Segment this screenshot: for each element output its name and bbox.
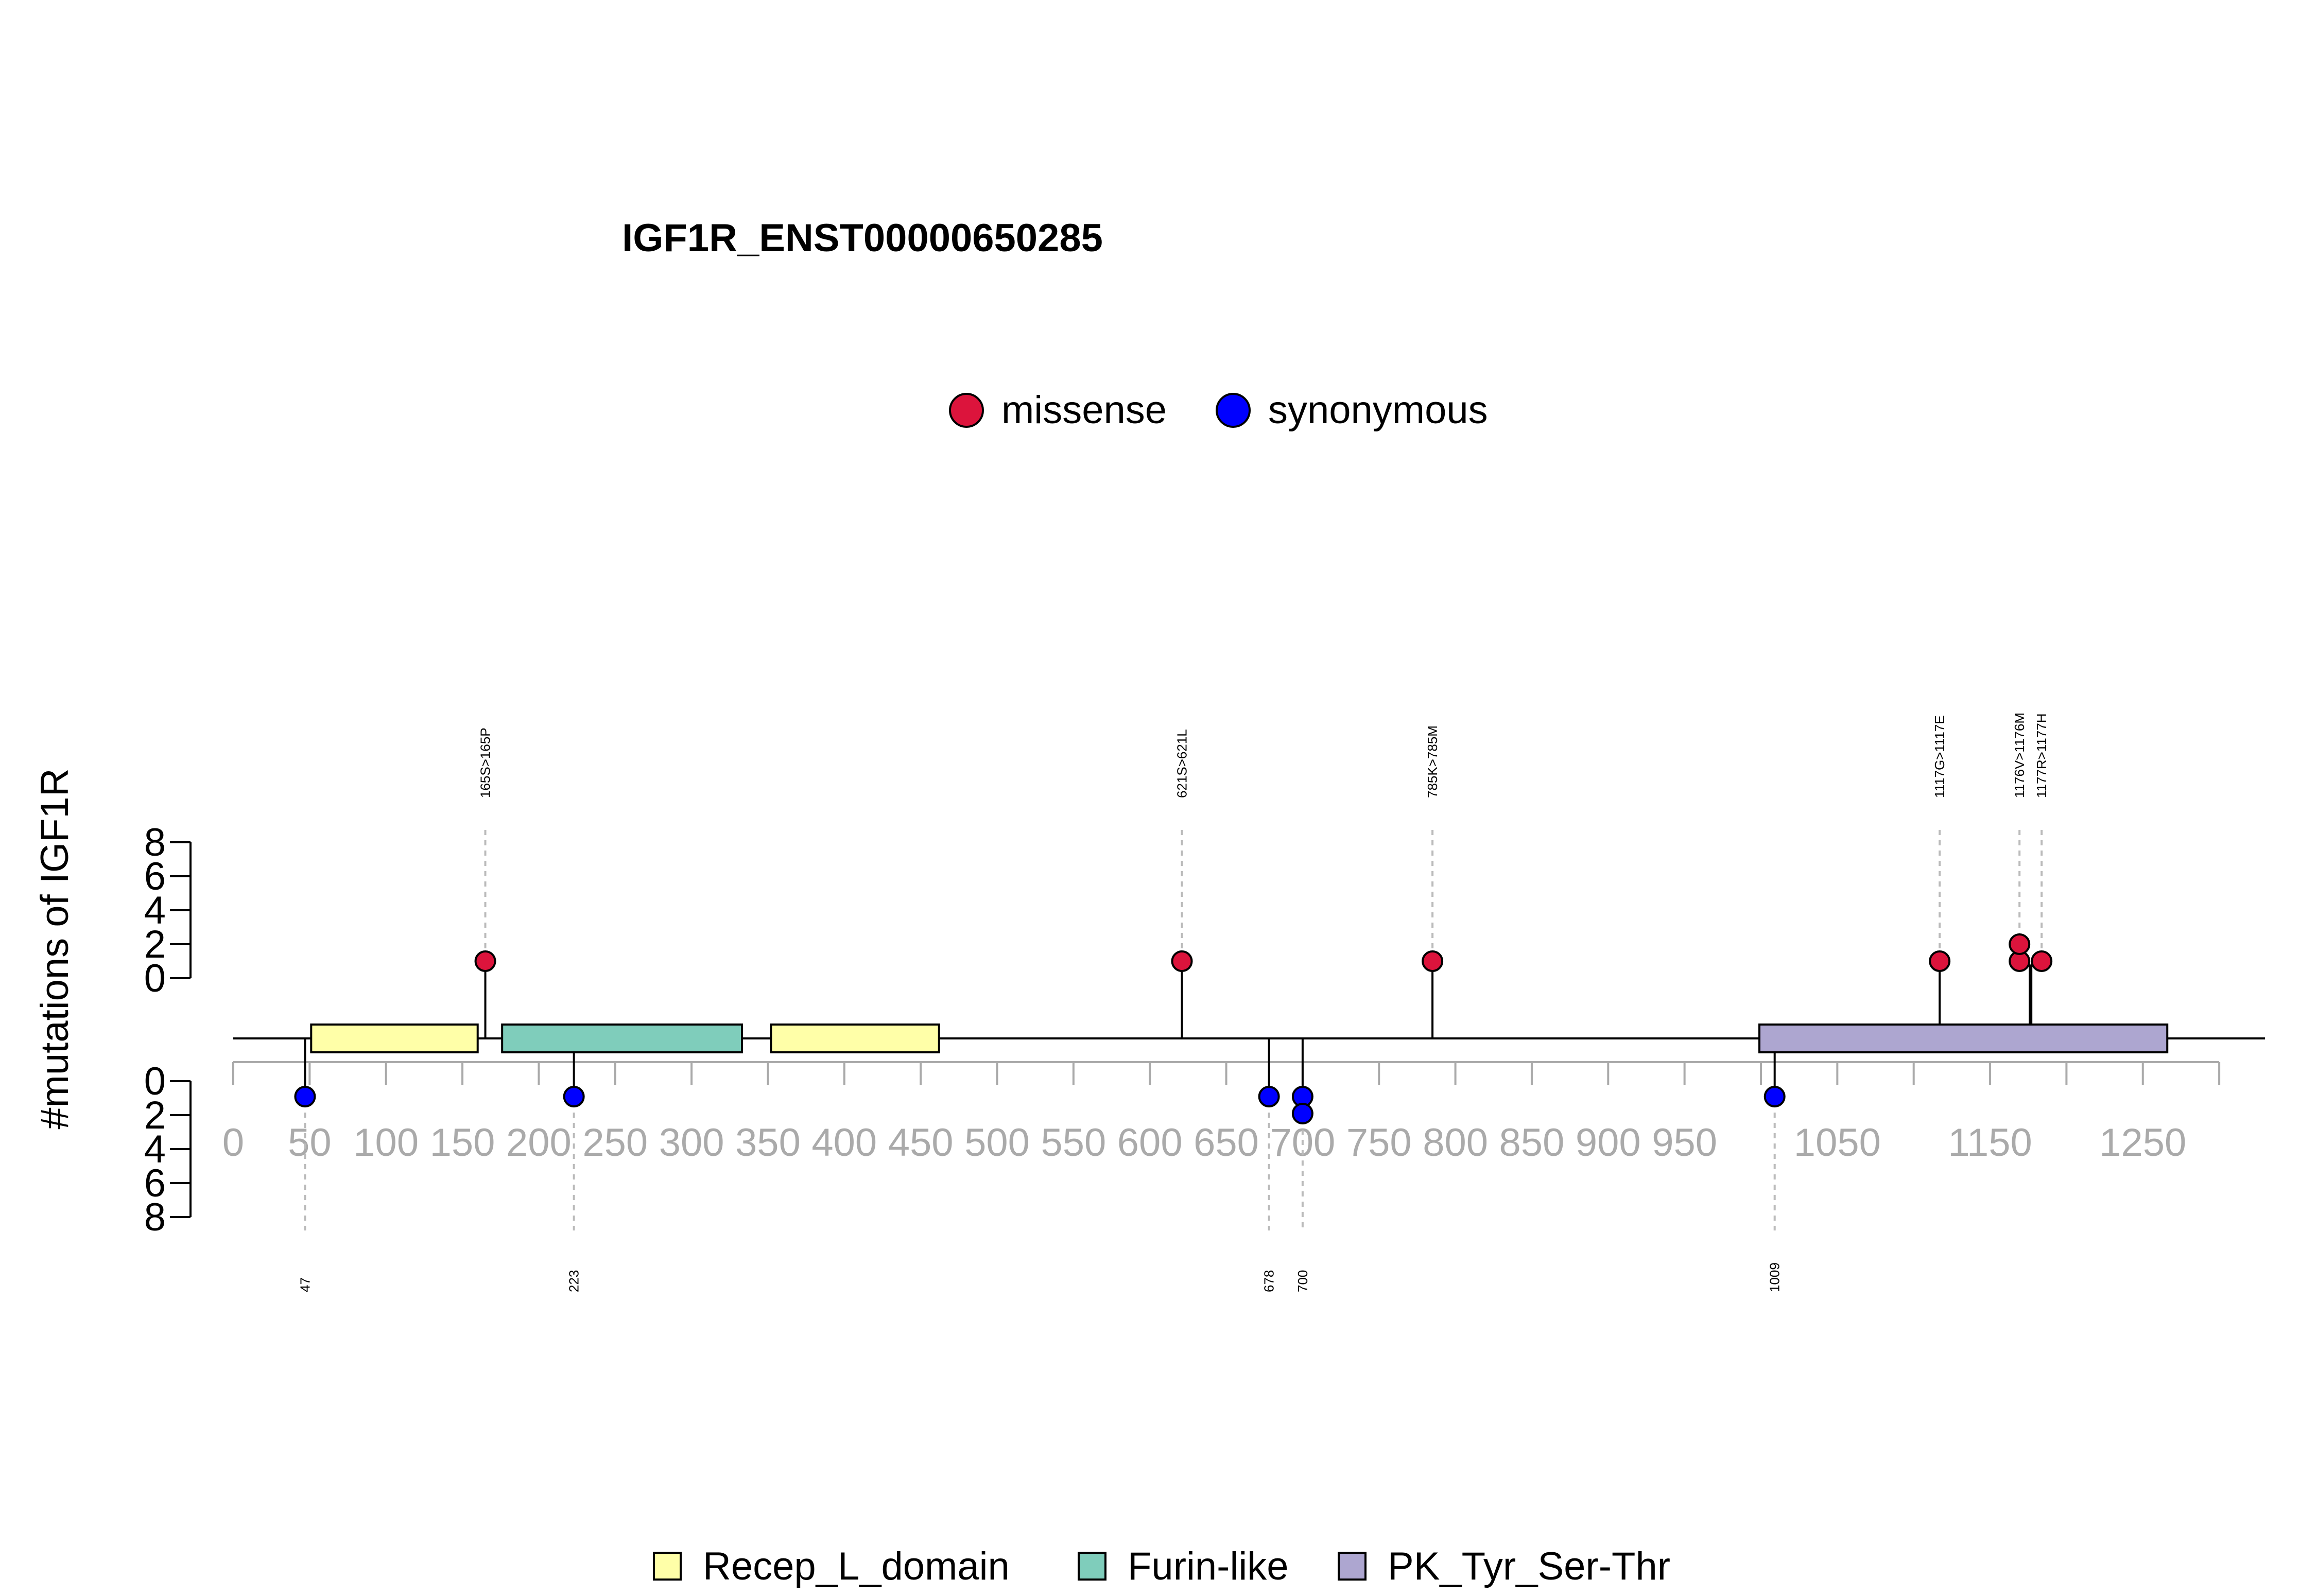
y-tick-label-bottom: 8 [144, 1195, 166, 1239]
synonymous-mutation-47: 47 [294, 1038, 316, 1292]
missense-mutation-1117g-1117e: 1117G>1117E [1929, 715, 1951, 1038]
x-tick-label: 1050 [1794, 1121, 1881, 1165]
synonymous-label: 223 [566, 1270, 582, 1292]
x-tick-label: 150 [430, 1121, 495, 1165]
synonymous-label: 700 [1295, 1270, 1310, 1292]
domains [310, 1023, 2169, 1053]
y-tick-label-bottom: 2 [144, 1094, 166, 1137]
missense-label: 621S>621L [1174, 729, 1190, 798]
legend-recep-l-domain-label: Recep_L_domain [703, 1545, 1010, 1588]
synonymous-mutation-678: 678 [1258, 1038, 1280, 1292]
legend-synonymous-label: synonymous [1268, 388, 1488, 432]
missense-label: 165S>165P [478, 727, 493, 798]
missense-mutation-621s-621l: 621S>621L [1171, 729, 1193, 1038]
chart-title: IGF1R_ENST00000650285 [622, 216, 1103, 260]
domain-pk-tyr-ser-thr [1758, 1023, 2169, 1053]
missense-mutation-165s-165p: 165S>165P [474, 727, 496, 1038]
x-tick-label: 450 [888, 1121, 954, 1165]
legend-pk-tyr-ser-thr-label: PK_Tyr_Ser-Thr [1388, 1545, 1670, 1588]
legend-synonymous-marker [1216, 393, 1251, 428]
x-tick-label: 600 [1117, 1121, 1183, 1165]
missense-label: 785K>785M [1425, 725, 1440, 798]
y-tick-label-top: 4 [144, 889, 166, 932]
x-tick-label: 850 [1499, 1121, 1565, 1165]
x-tick-label: 100 [353, 1121, 419, 1165]
y-tick-label-top: 8 [144, 821, 166, 864]
synonymous-marker [1291, 1103, 1313, 1124]
domain-recep-l-domain [770, 1023, 940, 1053]
x-tick-label: 50 [288, 1121, 332, 1165]
x-tick-label: 650 [1194, 1121, 1259, 1165]
x-tick-label: 750 [1346, 1121, 1412, 1165]
synonymous-marker [1258, 1086, 1280, 1107]
missense-mutation-785k-785m: 785K>785M [1422, 725, 1444, 1038]
missense-marker [474, 950, 496, 972]
x-tick-label: 800 [1423, 1121, 1488, 1165]
x-tick-label: 1150 [1948, 1121, 2032, 1165]
synonymous-marker [563, 1086, 585, 1107]
domain-recep-l-domain [310, 1023, 479, 1053]
x-tick-label: 1250 [2099, 1121, 2186, 1165]
legend-recep-l-domain-swatch [653, 1552, 682, 1581]
synonymous-marker [294, 1086, 316, 1107]
missense-label: 1117G>1117E [1932, 715, 1947, 798]
x-tick-label: 300 [659, 1121, 724, 1165]
missense-marker [1171, 950, 1193, 972]
x-tick-label: 400 [811, 1121, 877, 1165]
missense-mutation-1176v-1176m: 1176V>1176M [2009, 713, 2031, 1038]
legend-furin-like-swatch [1078, 1552, 1106, 1581]
synonymous-mutation-700: 700 [1291, 1038, 1313, 1292]
y-tick-label-bottom: 0 [144, 1060, 166, 1103]
legend-furin-like-label: Furin-like [1128, 1545, 1289, 1588]
missense-marker [1929, 950, 1951, 972]
lollipops: 165S>165P 621S>621L 785K>785M 1117G>1117E 11… [294, 713, 2053, 1292]
missense-mutation-1177r-1177h: 1177R>1177H [2030, 713, 2053, 1038]
y-tick-label-top: 2 [144, 923, 166, 966]
x-tick-label: 950 [1652, 1121, 1717, 1165]
x-tick-label: 200 [506, 1121, 572, 1165]
synonymous-mutation-223: 223 [563, 1038, 585, 1292]
x-tick-label: 350 [735, 1121, 801, 1165]
y-tick-label-bottom: 6 [144, 1161, 166, 1205]
legend-missense-label: missense [1001, 388, 1167, 432]
y-axis-label: #mutations of IGF1R [33, 768, 77, 1129]
x-tick-label: 250 [582, 1121, 648, 1165]
y-tick-label-top: 6 [144, 855, 166, 898]
missense-marker [2009, 933, 2031, 955]
legend-pk-tyr-ser-thr-swatch [1338, 1552, 1367, 1581]
x-tick-label: 550 [1041, 1121, 1106, 1165]
synonymous-mutation-1009: 1009 [1763, 1038, 1786, 1292]
synonymous-label: 47 [297, 1277, 313, 1292]
x-tick-label: 500 [964, 1121, 1030, 1165]
missense-marker [2031, 950, 2053, 972]
missense-label: 1177R>1177H [2034, 713, 2049, 798]
x-tick-label: 0 [222, 1121, 244, 1165]
x-axis: 0 50 100 150 200 250 300 350 400 450 500 550 600 650 7… [222, 1061, 2221, 1165]
synonymous-marker [1763, 1086, 1786, 1107]
legend-missense-marker [949, 393, 984, 428]
legend-top: missense synonymous [949, 388, 1488, 432]
synonymous-label: 678 [1261, 1270, 1277, 1292]
y-tick-label-bottom: 4 [144, 1127, 166, 1171]
domain-furin-like [501, 1023, 743, 1053]
synonymous-label: 1009 [1767, 1262, 1783, 1292]
missense-marker [1422, 950, 1444, 972]
missense-label: 1176V>1176M [2012, 713, 2027, 798]
legend-bottom: Recep_L_domain Furin-like PK_Tyr_Ser-Thr [653, 1545, 1670, 1588]
x-tick-label: 900 [1576, 1121, 1641, 1165]
y-tick-label-top: 0 [144, 957, 166, 1000]
